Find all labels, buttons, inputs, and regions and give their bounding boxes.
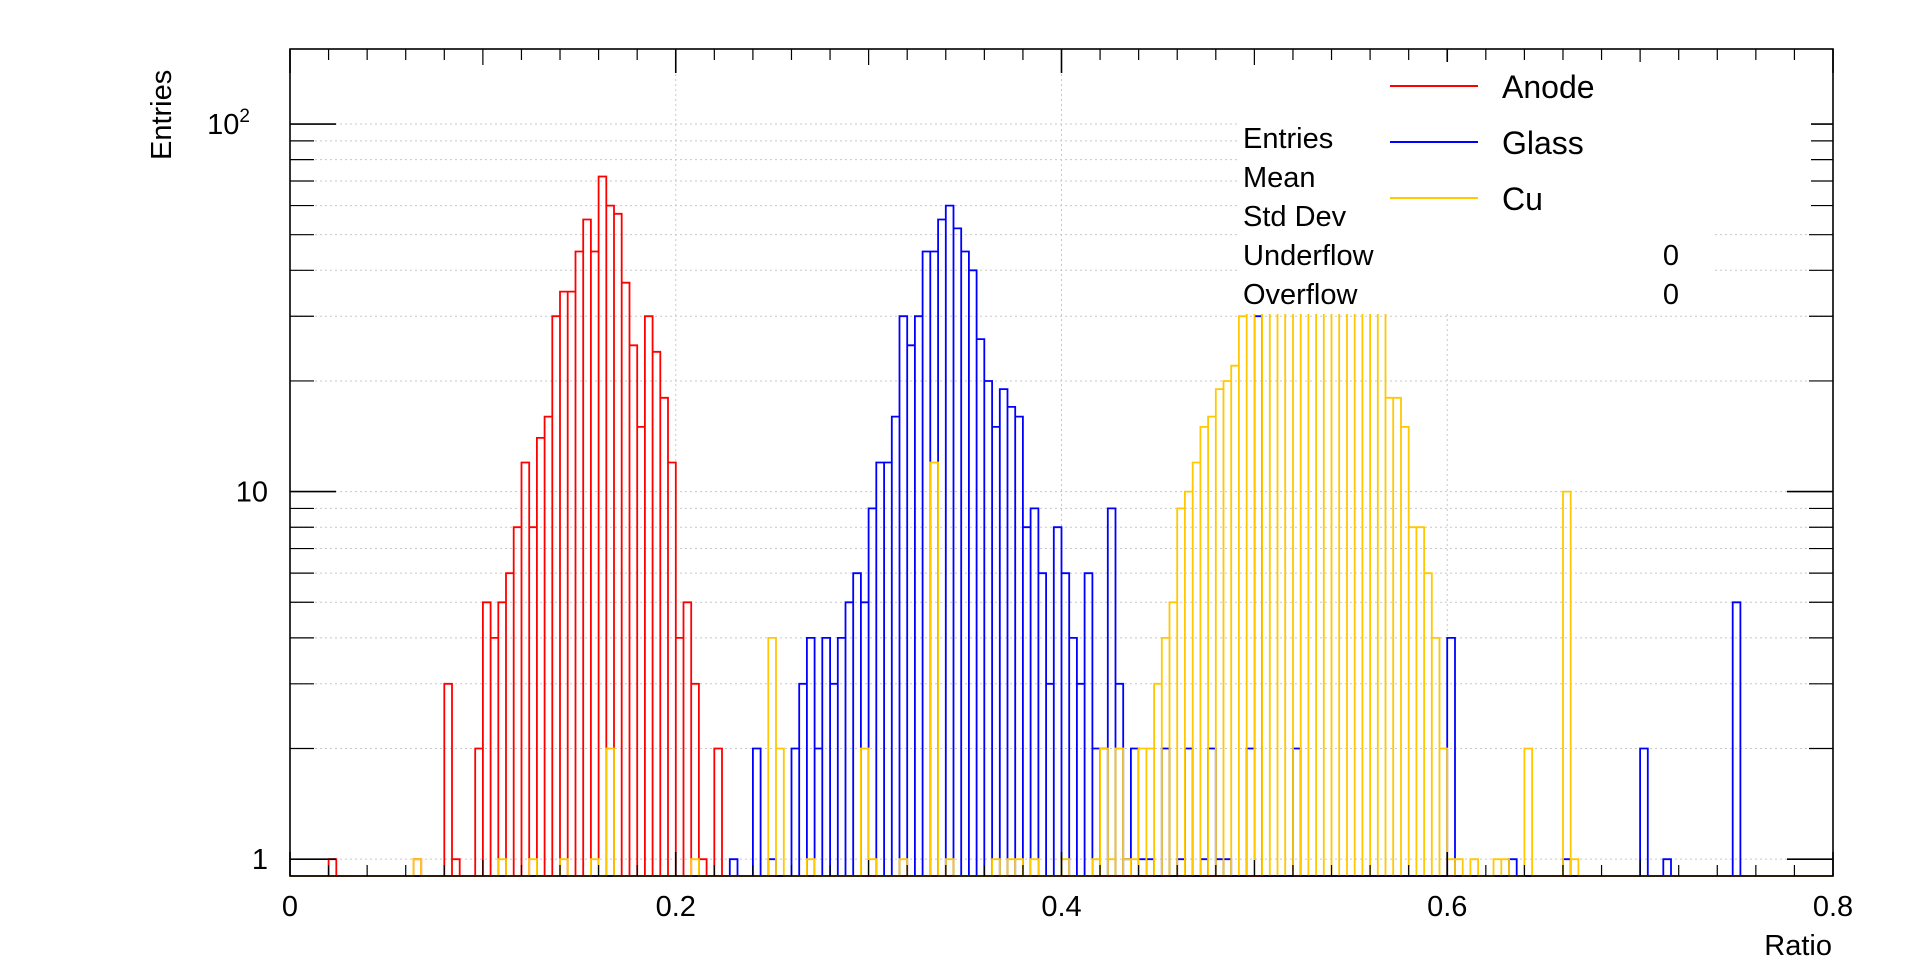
x-tick-label: 0.6 (1427, 891, 1467, 923)
histogram-cu (290, 196, 1833, 877)
stats-value: 0 (1663, 279, 1679, 311)
y-axis-title: Entries (146, 70, 178, 160)
x-tick-label: 0.4 (1041, 891, 1081, 923)
y-tick-label-exponent: 2 (239, 106, 250, 127)
stats-label: Std Dev (1243, 201, 1347, 233)
stats-label: Mean (1243, 162, 1316, 194)
stats-label: Overflow (1243, 279, 1358, 311)
x-tick-label: 0.8 (1813, 891, 1853, 923)
x-axis-title: Ratio (1764, 930, 1832, 961)
x-tick-label: 0.2 (656, 891, 696, 923)
stats-label: Underflow (1243, 240, 1375, 272)
legend-label-anode: Anode (1502, 69, 1595, 105)
legend: Anode Glass Cu (1373, 62, 1811, 228)
axis-ticks (289, 49, 1834, 876)
y-tick-label: 1 (252, 844, 268, 876)
histogram-anode (290, 175, 1833, 877)
legend-background (1373, 62, 1811, 228)
legend-label-glass: Glass (1502, 125, 1584, 161)
tick-labels: 0 0.2 0.4 0.6 0.8 1 10 102 (207, 106, 1853, 923)
x-tick-label: 0 (282, 891, 298, 923)
stats-label: Entries (1243, 123, 1333, 155)
y-tick-label: 102 (207, 106, 250, 141)
legend-label-cu: Cu (1502, 181, 1543, 217)
stats-value: 0 (1663, 240, 1679, 272)
y-tick-label: 10 (236, 477, 268, 509)
